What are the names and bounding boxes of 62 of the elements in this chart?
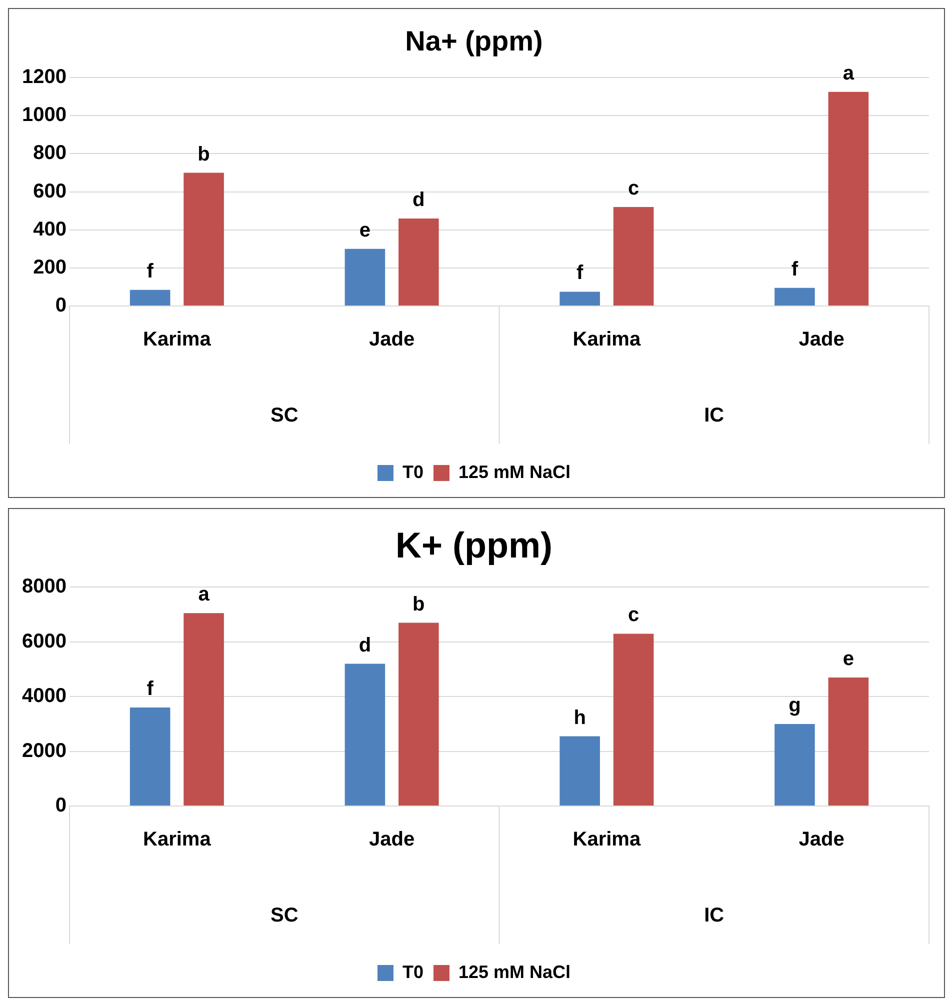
bar (560, 736, 600, 806)
legend-label: 125 mM NaCl (458, 462, 571, 482)
y-tick-label: 1000 (22, 104, 66, 126)
bar (613, 634, 654, 806)
data-label: e (842, 648, 854, 670)
y-tick-label: 6000 (22, 630, 66, 652)
bar (344, 248, 386, 306)
x-tick-label: Jade (369, 828, 415, 851)
text: SC (270, 904, 298, 927)
y-tick-label: 8000 (22, 576, 66, 598)
bar (828, 92, 869, 306)
y-tick-label: 2000 (22, 740, 66, 762)
y-tick-label: 0 (55, 294, 66, 317)
data-label: f (576, 262, 584, 284)
data-label: h (574, 706, 586, 729)
x-tick-label: Karima (572, 328, 642, 351)
data-label: d (358, 634, 372, 656)
y-tick-label: 400 (33, 218, 66, 240)
chart-title: K+ (ppm) (396, 524, 552, 566)
x-tick-label: Jade (369, 328, 415, 351)
bar (344, 664, 386, 806)
legend-label: T0 (402, 962, 424, 982)
x-tick-label: Jade (798, 828, 844, 851)
x-tick-label: Jade (798, 328, 844, 351)
y-tick-label: 0 (55, 794, 66, 817)
x-tick-label: Karima (143, 828, 212, 851)
x-tick-label: Karima (572, 828, 642, 851)
data-label: f (146, 678, 154, 700)
bar (184, 172, 224, 306)
y-tick-label: 4000 (22, 685, 66, 708)
data-label: g (788, 694, 801, 716)
x-tick-label: Karima (143, 328, 212, 351)
data-label: d (412, 188, 425, 211)
data-label: e (359, 219, 371, 242)
legend-label: T0 (402, 462, 424, 482)
y-tick-label: 800 (33, 142, 66, 164)
y-tick-label: 200 (33, 256, 66, 278)
bar (398, 218, 439, 306)
data-label: b (412, 593, 425, 616)
text: IC (704, 404, 724, 427)
bar (130, 290, 170, 306)
text: IC (704, 904, 724, 927)
bar (130, 708, 170, 806)
data-label: c (628, 178, 640, 200)
data-label: c (628, 604, 640, 626)
data-label: b (198, 143, 210, 166)
y-tick-label: 1200 (22, 66, 66, 88)
bar (613, 207, 654, 306)
bar (774, 288, 815, 306)
bar (184, 613, 224, 806)
y-tick-label: 600 (33, 180, 66, 202)
data-label: a (842, 62, 855, 84)
bar (560, 292, 600, 306)
bar (398, 622, 439, 806)
legend-label: 125 mM NaCl (458, 962, 571, 982)
bar (774, 724, 815, 806)
chart-title: Na+ (ppm) (405, 26, 543, 57)
data-label: f (146, 260, 154, 282)
data-label: f (791, 258, 798, 280)
text: SC (270, 404, 298, 427)
bar (828, 677, 869, 806)
data-label: a (198, 584, 210, 606)
